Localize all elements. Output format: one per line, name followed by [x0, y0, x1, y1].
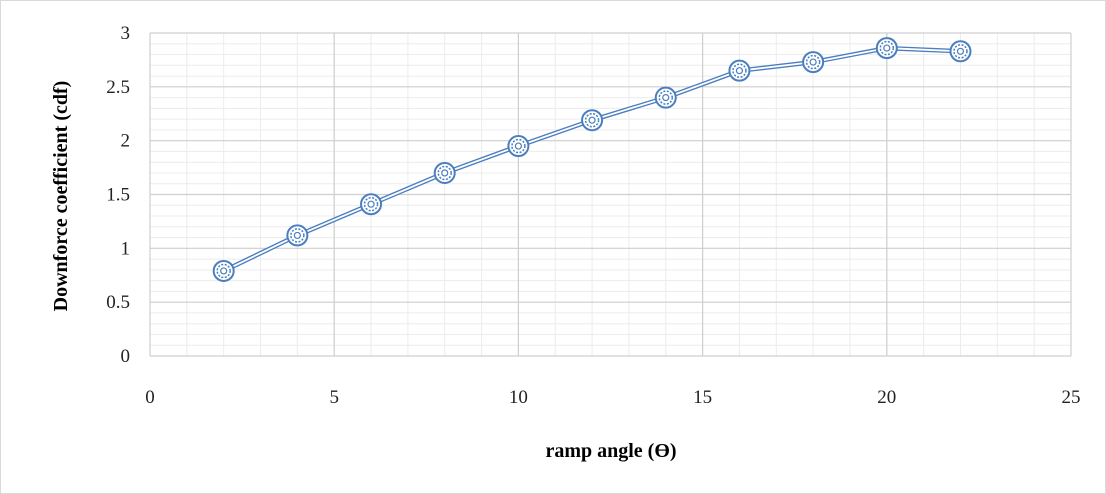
data-point — [433, 161, 456, 184]
data-point — [581, 109, 604, 132]
major-gridlines — [149, 32, 1072, 357]
y-tick-label: 0 — [121, 346, 131, 367]
y-tick-label: 3 — [121, 23, 131, 44]
x-tick-label: 25 — [1062, 387, 1081, 408]
series-group — [212, 37, 972, 282]
data-point — [360, 193, 383, 216]
y-tick-label: 0.5 — [106, 292, 130, 313]
y-tick-label: 1 — [121, 238, 131, 259]
y-axis-ticks: 0 0.5 1 1.5 2 2.5 3 — [106, 23, 130, 367]
x-tick-label: 0 — [145, 387, 155, 408]
data-point — [875, 37, 898, 60]
x-tick-label: 5 — [329, 387, 339, 408]
data-point — [286, 224, 309, 247]
x-axis-ticks: 0 5 10 15 20 25 — [145, 387, 1080, 408]
data-point — [728, 59, 751, 82]
data-point — [212, 259, 235, 282]
y-tick-label: 2.5 — [106, 77, 130, 98]
data-point — [949, 40, 972, 63]
x-tick-label: 15 — [693, 387, 712, 408]
y-tick-label: 1.5 — [106, 185, 130, 206]
x-tick-label: 10 — [509, 387, 528, 408]
y-tick-label: 2 — [121, 131, 131, 152]
y-axis-title: Downforce coefficient (cdf) — [50, 81, 72, 312]
data-point — [802, 51, 825, 74]
data-point — [654, 86, 677, 109]
data-point — [507, 135, 530, 158]
x-axis-title: ramp angle (Ɵ) — [545, 440, 676, 462]
x-tick-label: 20 — [877, 387, 896, 408]
